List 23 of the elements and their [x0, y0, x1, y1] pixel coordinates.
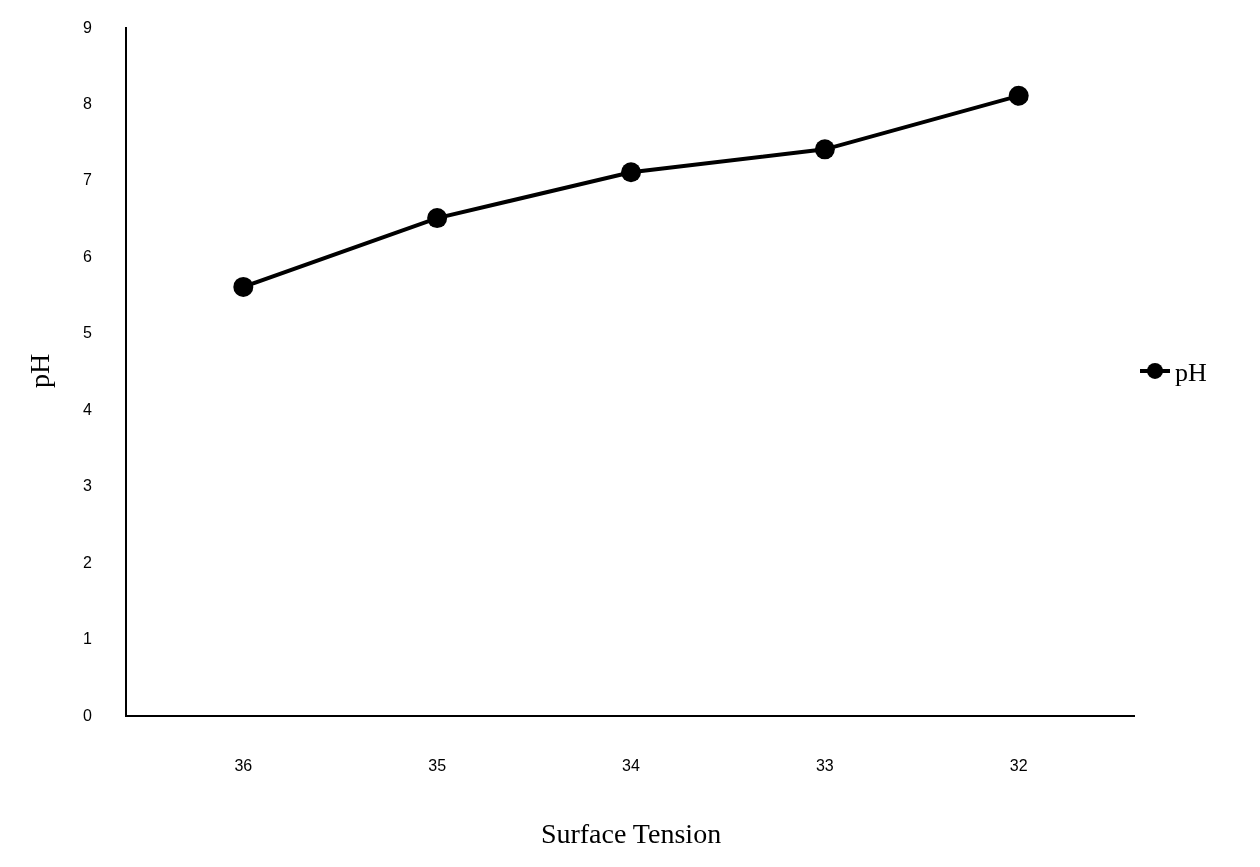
x-tick-label: 32: [1009, 757, 1028, 775]
y-tick-label: 4: [82, 400, 92, 418]
point: [621, 162, 641, 183]
point: [1008, 85, 1029, 106]
point: [427, 208, 448, 229]
x-axis-title: Surface Tension: [540, 817, 722, 849]
y-tick-label: 7: [82, 171, 92, 189]
point: [233, 276, 254, 297]
y-tick-label: 3: [82, 477, 92, 495]
y-tick-label: 1: [82, 630, 92, 648]
x-tick-label: 33: [815, 757, 834, 775]
x-tick-label: 36: [234, 757, 253, 775]
y-tick-label: 2: [82, 553, 92, 571]
y-tick-label: 5: [82, 324, 92, 342]
y-tick-label: 8: [82, 95, 92, 113]
x-tick-label: 34: [622, 757, 640, 775]
y-axis-title: pH: [24, 353, 56, 389]
y-tick-label: 0: [82, 706, 92, 724]
y-tick-label: 6: [82, 247, 92, 265]
point: [814, 139, 835, 160]
legend-label: pH: [1175, 358, 1207, 388]
x-tick-label: 35: [428, 757, 447, 775]
y-tick-label: 9: [82, 18, 92, 36]
